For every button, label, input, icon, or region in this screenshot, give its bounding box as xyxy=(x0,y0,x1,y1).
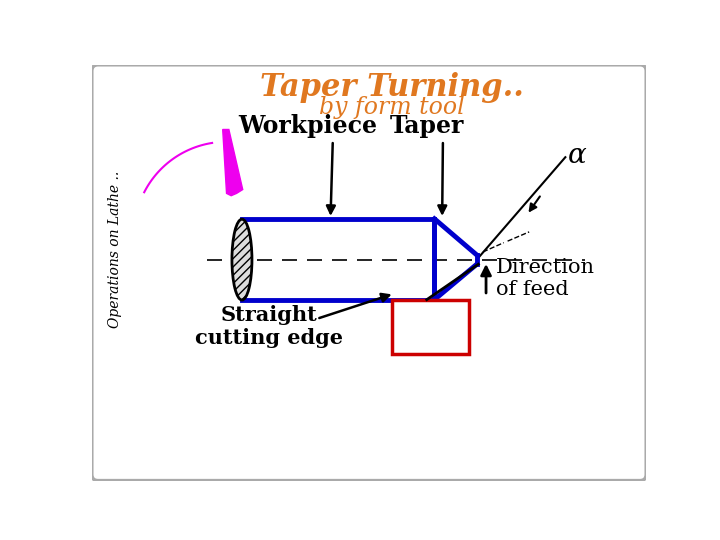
Text: Direction
of feed: Direction of feed xyxy=(496,258,595,299)
Bar xyxy=(242,219,434,300)
Text: α: α xyxy=(567,142,586,169)
Text: by form tool: by form tool xyxy=(319,97,465,119)
FancyBboxPatch shape xyxy=(92,65,647,481)
Text: Form
tool: Form tool xyxy=(396,301,465,353)
Ellipse shape xyxy=(232,219,252,300)
Text: Taper Turning..: Taper Turning.. xyxy=(260,72,524,103)
Bar xyxy=(392,300,469,354)
Text: Straight
cutting edge: Straight cutting edge xyxy=(195,305,343,348)
Polygon shape xyxy=(222,130,243,195)
Text: Operations on Lathe ..: Operations on Lathe .. xyxy=(108,171,122,328)
Text: Workpiece: Workpiece xyxy=(238,114,377,138)
Text: Taper: Taper xyxy=(390,114,464,138)
